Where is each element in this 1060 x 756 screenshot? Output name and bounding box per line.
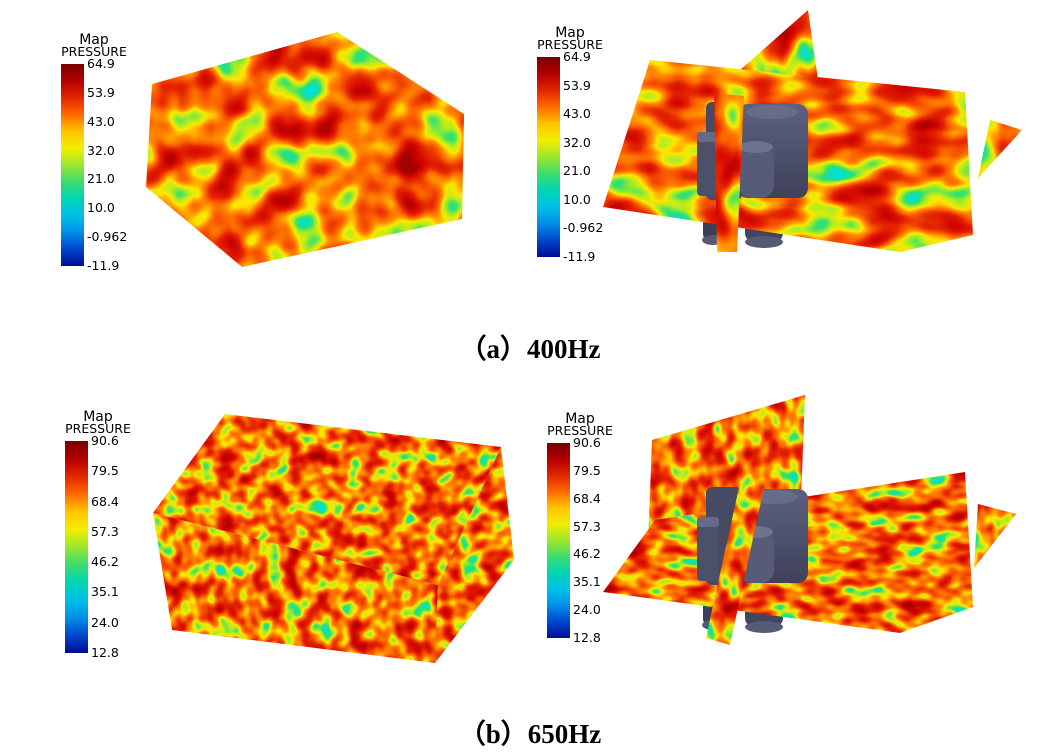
colorbar-tick: 57.3 (91, 523, 119, 539)
room-surface-pressure-650hz (153, 414, 514, 663)
colorbar (547, 443, 570, 638)
room-surface-pressure-400hz (146, 32, 464, 267)
colorbar-tick: 12.8 (573, 629, 601, 645)
colorbar-tick: 68.4 (91, 493, 119, 509)
colorbar-ticks: 90.6 79.5 68.4 57.3 46.2 35.1 24.0 12.8 (91, 434, 119, 660)
colorbar-tick: 90.6 (91, 433, 119, 448)
colorbar-tick: 35.1 (573, 574, 601, 590)
colorbar-tick: 64.9 (563, 49, 591, 64)
side-section-plane-tip (974, 504, 1016, 568)
legend-title-line2: PRESSURE (65, 421, 131, 436)
colorbar-tick: 90.6 (573, 435, 601, 450)
colorbar-tick: 79.5 (91, 463, 119, 479)
legend-title-line1: Map (555, 25, 585, 41)
colorbar-tick: 46.2 (573, 546, 601, 562)
legend-title: Map PRESSURE (61, 32, 127, 59)
colorbar-tick: 79.5 (573, 462, 601, 478)
colorbar-tick: 64.9 (87, 56, 115, 71)
legend-title-line1: Map (565, 411, 595, 427)
colorbar-tick: 24.0 (573, 602, 601, 618)
colorbar-tick: 24.0 (91, 614, 119, 630)
colorbar-tick: -0.962 (87, 229, 128, 245)
colorbar-tick: 10.0 (563, 191, 591, 207)
colorbar-tick: 35.1 (91, 584, 119, 600)
colorbar-tick: -11.9 (87, 257, 120, 273)
pressure-surface (146, 32, 464, 267)
colorbar-tick: 21.0 (87, 171, 115, 187)
colorbar-tick: 46.2 (91, 554, 119, 570)
section-planes-view-400hz (603, 10, 1022, 252)
colorbar-legend-400hz-sections: Map PRESSURE 64.9 53.9 43.0 32.0 21.0 10… (537, 25, 609, 263)
legend-title-line1: Map (79, 32, 109, 48)
colorbar-tick: 53.9 (87, 84, 115, 100)
legend-title-line2: PRESSURE (547, 423, 613, 438)
colorbar-legend-650hz-surface: Map PRESSURE 90.6 79.5 68.4 57.3 46.2 35… (65, 409, 137, 659)
side-section-plane-tip (978, 120, 1022, 178)
colorbar-tick: 53.9 (563, 77, 591, 93)
colorbar-ticks: 64.9 53.9 43.0 32.0 21.0 10.0 -0.962 -11… (563, 50, 603, 264)
legend-title: Map PRESSURE (537, 25, 603, 52)
legend-title-line1: Map (83, 409, 113, 425)
section-planes-view-650hz (603, 395, 1016, 645)
colorbar-tick: -0.962 (563, 220, 604, 236)
colorbar-tick: 21.0 (563, 163, 591, 179)
legend-title-line2: PRESSURE (61, 44, 127, 59)
colorbar-tick: -11.9 (563, 248, 596, 264)
subfigure-caption-a: （a）400Hz (459, 334, 601, 364)
legend-title-line2: PRESSURE (537, 37, 603, 52)
colorbar-tick: 10.0 (87, 200, 115, 216)
colorbar-tick: 43.0 (87, 113, 115, 129)
colorbar-tick: 68.4 (573, 490, 601, 506)
colorbar (65, 441, 88, 653)
legend-title: Map PRESSURE (547, 411, 613, 438)
colorbar-tick: 43.0 (563, 106, 591, 122)
colorbar-legend-400hz-surface: Map PRESSURE 64.9 53.9 43.0 32.0 21.0 10… (61, 32, 133, 272)
colorbar-tick: 12.8 (91, 644, 119, 660)
legend-title: Map PRESSURE (65, 409, 131, 436)
colorbar-ticks: 90.6 79.5 68.4 57.3 46.2 35.1 24.0 12.8 (573, 436, 601, 645)
colorbar (537, 57, 560, 257)
colorbar-ticks: 64.9 53.9 43.0 32.0 21.0 10.0 -0.962 -11… (87, 57, 127, 273)
colorbar-legend-650hz-sections: Map PRESSURE 90.6 79.5 68.4 57.3 46.2 35… (547, 411, 619, 644)
colorbar-tick: 57.3 (573, 518, 601, 534)
subfigure-caption-b: （b）650Hz (458, 719, 602, 749)
colorbar-tick: 32.0 (563, 134, 591, 150)
colorbar (61, 64, 84, 266)
colorbar-tick: 32.0 (87, 142, 115, 158)
